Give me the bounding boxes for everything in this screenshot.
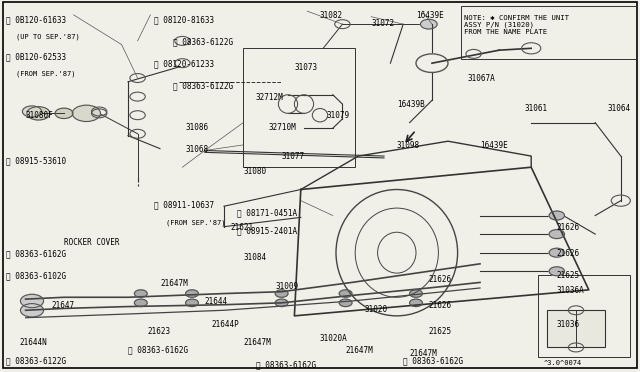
Text: 16439E: 16439E — [416, 11, 444, 20]
Bar — [547, 310, 605, 347]
Text: 31072: 31072 — [371, 19, 394, 28]
Text: Ⓥ 08915-2401A: Ⓥ 08915-2401A — [237, 227, 297, 236]
Text: Ⓢ 08363-6162G: Ⓢ 08363-6162G — [6, 249, 67, 258]
Text: 31064: 31064 — [608, 104, 631, 113]
Text: Ⓑ 08363-6162G: Ⓑ 08363-6162G — [128, 346, 188, 355]
Text: ROCKER COVER: ROCKER COVER — [64, 238, 120, 247]
Text: 16439B: 16439B — [397, 100, 424, 109]
Circle shape — [549, 267, 564, 276]
Circle shape — [186, 290, 198, 297]
Text: 31079: 31079 — [326, 112, 349, 121]
Text: 31098: 31098 — [397, 141, 420, 150]
Text: ^3.0^0074: ^3.0^0074 — [544, 360, 582, 366]
Text: 31009: 31009 — [275, 282, 298, 291]
Circle shape — [275, 299, 288, 307]
Text: 32710M: 32710M — [269, 123, 296, 132]
Text: Ⓢ 08363-6122G: Ⓢ 08363-6122G — [173, 37, 233, 46]
Circle shape — [20, 304, 44, 317]
Text: 31084: 31084 — [243, 253, 266, 262]
Circle shape — [410, 299, 422, 307]
Text: 31020A: 31020A — [320, 334, 348, 343]
Text: 31061: 31061 — [525, 104, 548, 113]
Text: 31077: 31077 — [282, 153, 305, 161]
Text: 21647: 21647 — [51, 301, 74, 310]
Text: 21644: 21644 — [205, 297, 228, 306]
Circle shape — [186, 299, 198, 307]
Text: 21625: 21625 — [557, 271, 580, 280]
Bar — [538, 275, 630, 357]
Text: 31080F: 31080F — [26, 112, 53, 121]
Text: Ⓝ 08911-10637: Ⓝ 08911-10637 — [154, 201, 214, 210]
Bar — [461, 6, 637, 60]
Text: Ⓑ 08120-61233: Ⓑ 08120-61233 — [154, 60, 214, 68]
Text: 31020: 31020 — [365, 305, 388, 314]
Circle shape — [549, 211, 564, 220]
Text: 21626: 21626 — [429, 301, 452, 310]
Circle shape — [339, 290, 352, 297]
Text: 16439E: 16439E — [480, 141, 508, 150]
Circle shape — [420, 19, 437, 29]
Circle shape — [134, 290, 147, 297]
Text: Ⓢ 08363-6102G: Ⓢ 08363-6102G — [6, 271, 67, 280]
Text: 21647M: 21647M — [243, 338, 271, 347]
Circle shape — [339, 299, 352, 307]
Text: 31036A: 31036A — [557, 286, 584, 295]
Circle shape — [549, 248, 564, 257]
Text: 21623: 21623 — [147, 327, 170, 336]
Text: 21647M: 21647M — [160, 279, 188, 288]
Text: 21626: 21626 — [429, 275, 452, 284]
Text: Ⓢ 08363-6162G: Ⓢ 08363-6162G — [403, 357, 463, 366]
Text: (FROM SEP.'87): (FROM SEP.'87) — [166, 219, 226, 226]
Circle shape — [410, 290, 422, 297]
Text: 21647M: 21647M — [410, 349, 437, 358]
Text: 21647M: 21647M — [346, 346, 373, 355]
Text: Ⓑ 0B120-61633: Ⓑ 0B120-61633 — [6, 15, 67, 24]
Text: 21644P: 21644P — [211, 320, 239, 328]
Circle shape — [22, 106, 42, 117]
Circle shape — [55, 108, 73, 119]
Text: Ⓑ 0B120-62533: Ⓑ 0B120-62533 — [6, 52, 67, 61]
Text: Ⓢ 08363-6122G: Ⓢ 08363-6122G — [173, 82, 233, 91]
Text: 21621: 21621 — [230, 223, 253, 232]
Text: Ⓢ 08363-6162G: Ⓢ 08363-6162G — [256, 360, 316, 369]
Text: Ⓑ 08171-0451A: Ⓑ 08171-0451A — [237, 208, 297, 217]
Circle shape — [275, 290, 288, 297]
Circle shape — [72, 105, 100, 122]
Circle shape — [134, 299, 147, 307]
Text: Ⓑ 08120-81633: Ⓑ 08120-81633 — [154, 15, 214, 24]
Text: 31073: 31073 — [294, 63, 317, 72]
Text: NOTE: ✱ CONFIRM THE UNIT
ASSY P/N (31020)
FROM THE NAME PLATE: NOTE: ✱ CONFIRM THE UNIT ASSY P/N (31020… — [464, 15, 569, 35]
Circle shape — [549, 230, 564, 238]
Text: 31067A: 31067A — [467, 74, 495, 83]
Text: 31080: 31080 — [243, 167, 266, 176]
Text: 31086: 31086 — [186, 123, 209, 132]
Text: (UP TO SEP.'87): (UP TO SEP.'87) — [16, 33, 80, 40]
Circle shape — [27, 107, 50, 120]
Text: 21626: 21626 — [557, 223, 580, 232]
Text: 21626: 21626 — [557, 249, 580, 258]
Text: 32712M: 32712M — [256, 93, 284, 102]
Text: 21625: 21625 — [429, 327, 452, 336]
Bar — [243, 48, 355, 167]
Text: Ⓥ 08915-53610: Ⓥ 08915-53610 — [6, 156, 67, 165]
Text: 31082: 31082 — [320, 11, 343, 20]
Text: 31036: 31036 — [557, 320, 580, 328]
Text: 31068: 31068 — [186, 145, 209, 154]
Text: (FROM SEP.'87): (FROM SEP.'87) — [16, 71, 76, 77]
Circle shape — [20, 294, 44, 308]
Text: 21644N: 21644N — [19, 338, 47, 347]
Text: Ⓑ 08363-6122G: Ⓑ 08363-6122G — [6, 357, 67, 366]
